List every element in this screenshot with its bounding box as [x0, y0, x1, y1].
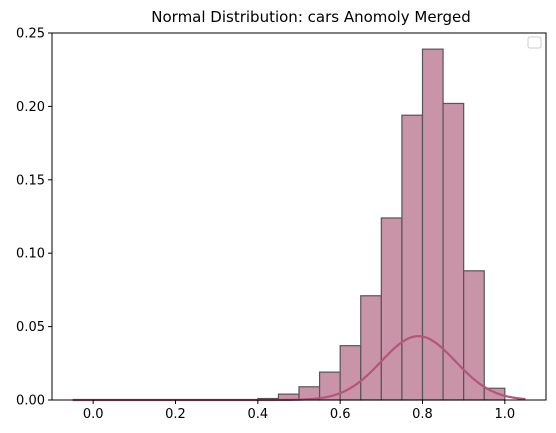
x-tick-label-5: 1.0 — [494, 407, 515, 422]
x-tick-label-3: 0.6 — [330, 407, 351, 422]
y-tick-label-0: 0.00 — [16, 394, 45, 409]
chart-title: Normal Distribution: cars Anomoly Merged — [151, 8, 470, 26]
legend-box — [528, 37, 541, 48]
y-tick-label-2: 0.10 — [16, 247, 45, 262]
histogram-bar-18 — [443, 103, 464, 400]
x-tick-label-0: 0.0 — [83, 407, 104, 422]
x-tick-label-4: 0.8 — [412, 407, 433, 422]
x-tick-label-2: 0.4 — [247, 407, 268, 422]
y-tick-label-5: 0.25 — [16, 27, 45, 42]
histogram-bar-14 — [361, 296, 382, 400]
histogram-bar-15 — [381, 218, 402, 400]
histogram-bar-16 — [402, 115, 423, 400]
y-tick-label-1: 0.05 — [16, 320, 45, 335]
histogram-bars — [258, 49, 505, 400]
y-tick-label-4: 0.20 — [16, 100, 45, 115]
y-tick-label-3: 0.15 — [16, 173, 45, 188]
x-tick-label-1: 0.2 — [165, 407, 186, 422]
